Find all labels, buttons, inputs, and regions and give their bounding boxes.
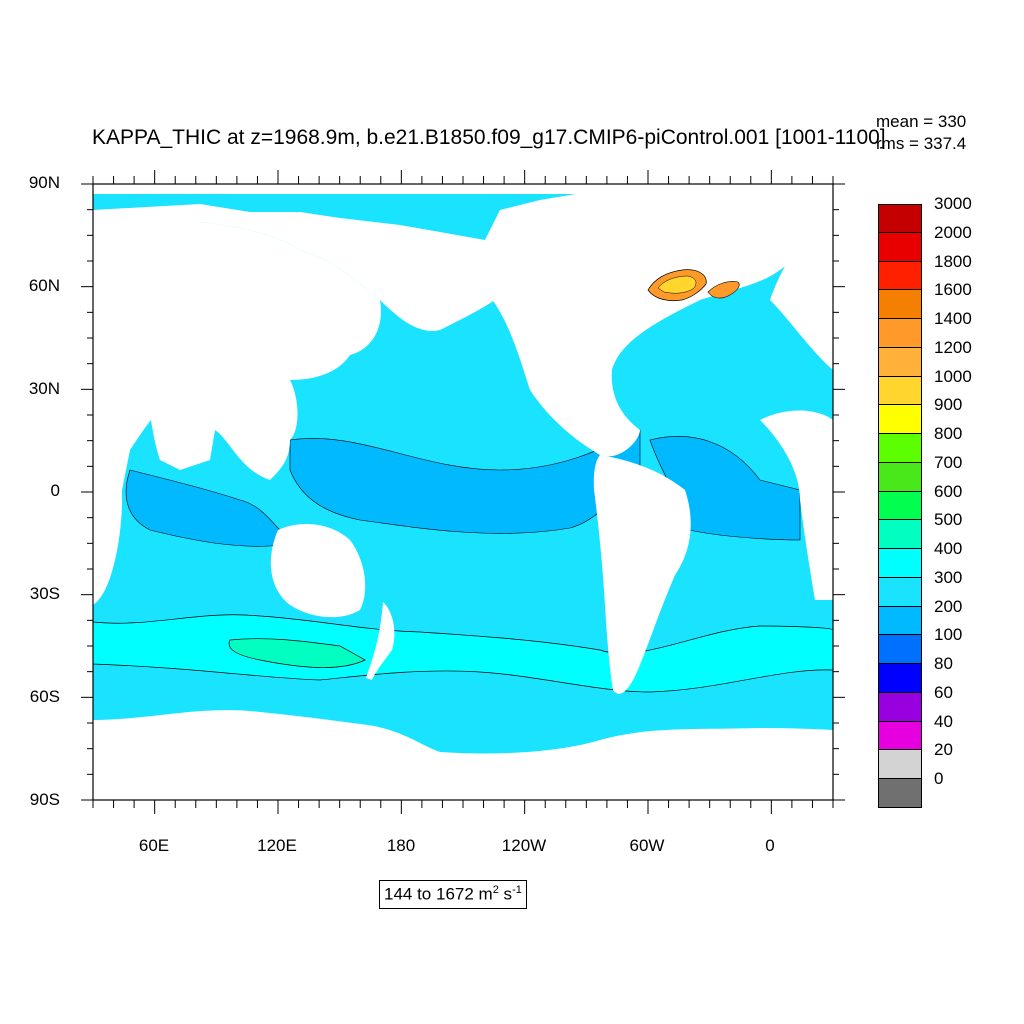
colorbar-label: 200	[934, 596, 963, 616]
colorbar-box	[878, 750, 922, 779]
colorbar-label: 300	[934, 567, 963, 587]
colorbar-box	[878, 232, 922, 262]
lon-label-120e: 120E	[257, 836, 297, 855]
labrador-sea-hotspot	[647, 269, 740, 302]
lon-label-60e: 60E	[138, 836, 170, 855]
colorbar-label: 900	[934, 395, 963, 415]
colorbar-label: 20	[934, 740, 953, 760]
southern-ocean-core	[228, 638, 366, 668]
mean-stat: mean = 330	[876, 112, 967, 131]
colorbar	[878, 204, 922, 808]
colorbar-label: 1600	[934, 280, 972, 300]
colorbar-label: 60	[934, 682, 953, 702]
colorbar-label: 1800	[934, 251, 972, 271]
land-masses	[93, 184, 833, 800]
colorbar-box	[878, 606, 922, 636]
colorbar-box	[878, 577, 922, 607]
colorbar-box	[878, 779, 922, 808]
colorbar-box	[878, 347, 922, 377]
colorbar-label: 100	[934, 625, 963, 645]
colorbar-box	[878, 462, 922, 492]
range-label: 144 to 1672 m2 s-1	[379, 880, 527, 909]
colorbar-box	[878, 376, 922, 406]
colorbar-box	[878, 204, 922, 233]
colorbar-label: 600	[934, 481, 963, 501]
colorbar-box	[878, 290, 922, 319]
colorbar-label: 700	[934, 452, 963, 472]
lon-label-60w: 60W	[629, 836, 665, 855]
colorbar-box	[878, 549, 922, 578]
colorbar-box	[878, 520, 922, 549]
rms-stat: rms = 337.4	[876, 134, 967, 153]
lat-label-90n: 90N	[28, 173, 60, 192]
colorbar-box	[878, 261, 922, 291]
colorbar-box	[878, 405, 922, 434]
lat-label-60n: 60N	[28, 276, 60, 295]
colorbar-label: 500	[934, 510, 963, 530]
lon-label-120w: 120W	[501, 836, 547, 855]
colorbar-box	[878, 664, 922, 693]
axis-ticks	[81, 170, 845, 814]
map-field	[93, 184, 833, 800]
colorbar-box	[878, 721, 922, 751]
colorbar-box	[878, 319, 922, 348]
colorbar-label: 0	[934, 769, 944, 788]
colorbar-label: 400	[934, 539, 963, 558]
colorbar-label: 2000	[934, 222, 972, 242]
colorbar-box	[878, 491, 922, 521]
colorbar-label: 40	[934, 711, 953, 731]
lat-label-30n: 30N	[28, 379, 60, 398]
lon-label-180: 180	[386, 836, 416, 855]
southern-ocean-band	[93, 614, 833, 693]
colorbar-box	[878, 692, 922, 722]
lat-label-30s: 30S	[29, 584, 60, 603]
plot-title: KAPPA_THIC at z=1968.9m, b.e21.B1850.f09…	[92, 126, 886, 149]
colorbar-box	[878, 635, 922, 664]
colorbar-label: 1000	[934, 366, 972, 386]
colorbar-label: 80	[934, 654, 953, 673]
lon-label-0: 0	[765, 836, 775, 855]
lat-label-90s: 90S	[29, 790, 60, 809]
colorbar-box	[878, 434, 922, 463]
lat-label-0: 0	[50, 481, 60, 500]
colorbar-label: 1200	[934, 337, 972, 357]
colorbar-label: 800	[934, 424, 963, 443]
colorbar-label: 3000	[934, 194, 972, 213]
lat-label-60s: 60S	[29, 687, 60, 706]
colorbar-label: 1400	[934, 309, 972, 328]
